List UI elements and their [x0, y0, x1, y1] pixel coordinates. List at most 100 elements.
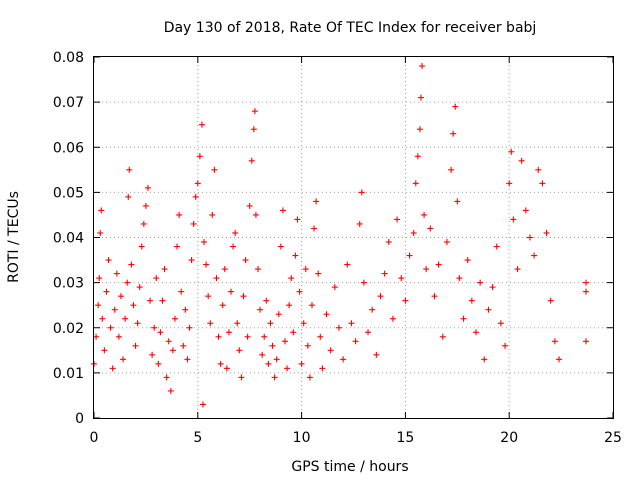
data-point [151, 324, 158, 331]
data-point [331, 284, 338, 291]
data-point [180, 342, 187, 349]
data-point [522, 207, 529, 214]
data-point [255, 266, 262, 273]
data-point [464, 257, 471, 264]
data-point [232, 229, 239, 236]
data-point [111, 306, 118, 313]
data-point [315, 270, 322, 277]
data-point [531, 252, 538, 259]
data-point [302, 266, 309, 273]
data-point [126, 166, 133, 173]
data-point [192, 193, 199, 200]
data-point [184, 356, 191, 363]
data-point [144, 184, 151, 191]
data-point [583, 288, 590, 295]
data-point [230, 243, 237, 250]
data-point [113, 270, 120, 277]
data-point [167, 387, 174, 394]
data-point [205, 293, 212, 300]
data-point [472, 329, 479, 336]
data-point [259, 351, 266, 358]
data-point [109, 365, 116, 372]
data-point [201, 239, 208, 246]
data-point [419, 63, 426, 70]
x-tick-label: 25 [604, 430, 622, 446]
data-point [98, 207, 105, 214]
data-point [122, 315, 129, 322]
data-point [252, 211, 259, 218]
data-point [317, 333, 324, 340]
data-point [257, 306, 264, 313]
data-point [240, 293, 247, 300]
x-tick-label: 5 [193, 430, 202, 446]
data-point [398, 275, 405, 282]
data-point [389, 315, 396, 322]
data-point [219, 302, 226, 309]
data-point [105, 257, 112, 264]
data-point [298, 360, 305, 367]
data-point [238, 374, 245, 381]
data-point [130, 302, 137, 309]
data-point [134, 320, 141, 327]
data-point [450, 130, 457, 137]
data-point [410, 229, 417, 236]
data-point [96, 275, 103, 282]
data-point [377, 293, 384, 300]
y-tick-label: 0.05 [53, 185, 84, 201]
data-point [427, 225, 434, 232]
data-point [477, 279, 484, 286]
y-tick-label: 0.03 [53, 276, 84, 292]
data-point [489, 284, 496, 291]
data-point [188, 257, 195, 264]
data-point [275, 311, 282, 318]
data-point [186, 324, 193, 331]
x-tick-label: 10 [293, 430, 311, 446]
data-point [344, 261, 351, 268]
plot-frame [93, 56, 614, 419]
data-point [281, 338, 288, 345]
data-point [199, 401, 206, 408]
data-point [236, 347, 243, 354]
data-point [215, 333, 222, 340]
data-point [497, 320, 504, 327]
data-point [263, 297, 270, 304]
data-point [169, 347, 176, 354]
data-point [97, 229, 104, 236]
data-point [583, 338, 590, 345]
data-point [481, 356, 488, 363]
data-point [125, 193, 132, 200]
data-point [514, 266, 521, 273]
data-point [547, 297, 554, 304]
data-point [93, 333, 100, 340]
data-point [543, 229, 550, 236]
data-point [348, 320, 355, 327]
data-point [583, 279, 590, 286]
y-tick-label: 0.01 [53, 366, 84, 382]
data-point [373, 351, 380, 358]
data-point [198, 121, 205, 128]
data-point [107, 324, 114, 331]
data-point [352, 338, 359, 345]
data-point [454, 198, 461, 205]
data-points [91, 63, 590, 408]
y-tick-label: 0.08 [53, 50, 84, 66]
data-point [157, 329, 164, 336]
data-point [460, 315, 467, 322]
data-point [165, 338, 172, 345]
data-point [136, 284, 143, 291]
data-point [313, 198, 320, 205]
data-point [443, 239, 450, 246]
data-point [327, 347, 334, 354]
data-point [138, 243, 145, 250]
data-point [311, 225, 318, 232]
data-point [435, 261, 442, 268]
data-point [365, 329, 372, 336]
data-point [452, 103, 459, 110]
data-point [174, 243, 181, 250]
y-axis-label: ROTI / TECUs [6, 191, 22, 283]
data-point [142, 202, 149, 209]
data-point [159, 297, 166, 304]
data-point [402, 297, 409, 304]
